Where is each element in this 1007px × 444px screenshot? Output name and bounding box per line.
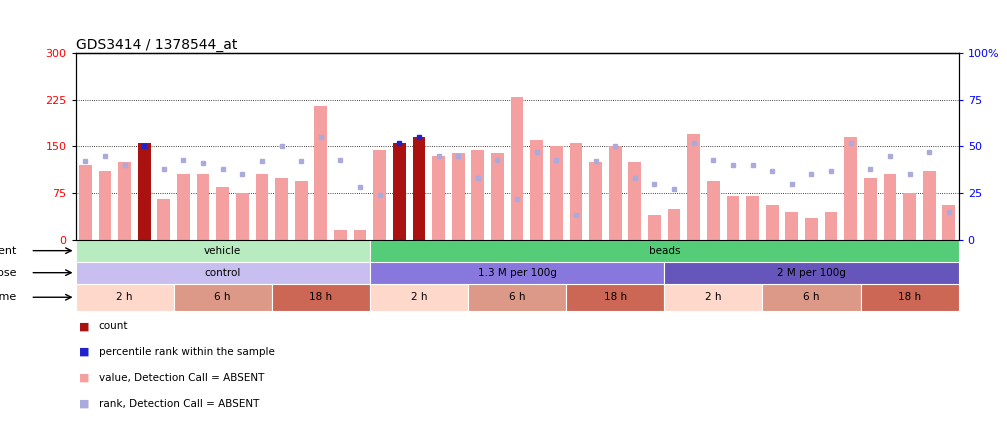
Bar	[805, 218, 818, 240]
Text: rank, Detection Call = ABSENT: rank, Detection Call = ABSENT	[99, 399, 259, 408]
Bar	[157, 199, 170, 240]
Bar	[746, 196, 759, 240]
Bar	[374, 150, 386, 240]
Bar	[707, 181, 720, 240]
Text: 6 h: 6 h	[509, 292, 526, 302]
Bar	[79, 165, 92, 240]
Text: value, Detection Call = ABSENT: value, Detection Call = ABSENT	[99, 373, 264, 383]
Text: 2 h: 2 h	[117, 292, 133, 302]
Bar	[491, 153, 504, 240]
Text: 18 h: 18 h	[603, 292, 626, 302]
Bar	[76, 240, 370, 262]
Bar	[334, 230, 346, 240]
Bar	[432, 156, 445, 240]
Bar	[295, 181, 307, 240]
Text: 18 h: 18 h	[898, 292, 921, 302]
Bar	[468, 284, 566, 311]
Bar	[272, 284, 370, 311]
Bar	[314, 106, 327, 240]
Bar	[531, 140, 543, 240]
Bar	[217, 187, 230, 240]
Bar	[570, 143, 582, 240]
Text: percentile rank within the sample: percentile rank within the sample	[99, 347, 275, 357]
Bar	[76, 262, 370, 284]
Bar	[173, 284, 272, 311]
Text: beads: beads	[649, 246, 680, 256]
Bar	[566, 284, 665, 311]
Text: vehicle: vehicle	[204, 246, 242, 256]
Text: time: time	[0, 292, 17, 302]
Bar	[511, 97, 524, 240]
Bar	[177, 174, 190, 240]
Bar	[99, 171, 112, 240]
Bar	[452, 153, 464, 240]
Bar	[353, 230, 367, 240]
Bar	[196, 174, 209, 240]
Text: 2 h: 2 h	[705, 292, 722, 302]
Bar	[785, 212, 799, 240]
Bar	[922, 171, 936, 240]
Bar	[138, 143, 151, 240]
Bar	[471, 150, 484, 240]
Text: ■: ■	[79, 399, 89, 408]
Text: control: control	[204, 268, 241, 278]
Bar	[370, 240, 959, 262]
Bar	[903, 193, 916, 240]
Text: 1.3 M per 100g: 1.3 M per 100g	[477, 268, 557, 278]
Bar	[943, 206, 956, 240]
Text: ■: ■	[79, 321, 89, 331]
Text: 6 h: 6 h	[804, 292, 820, 302]
Bar	[668, 209, 681, 240]
Bar	[236, 193, 249, 240]
Bar	[589, 162, 602, 240]
Bar	[665, 284, 762, 311]
Bar	[413, 137, 425, 240]
Bar	[844, 137, 857, 240]
Bar	[649, 215, 661, 240]
Bar	[688, 134, 700, 240]
Text: ■: ■	[79, 347, 89, 357]
Text: agent: agent	[0, 246, 17, 256]
Bar	[256, 174, 268, 240]
Bar	[609, 147, 621, 240]
Bar	[628, 162, 641, 240]
Text: GDS3414 / 1378544_at: GDS3414 / 1378544_at	[76, 38, 237, 52]
Bar	[766, 206, 778, 240]
Bar	[883, 174, 896, 240]
Bar	[393, 143, 406, 240]
Bar	[762, 284, 861, 311]
Bar	[550, 147, 563, 240]
Bar	[727, 196, 739, 240]
Bar	[864, 178, 877, 240]
Text: 6 h: 6 h	[214, 292, 231, 302]
Bar	[825, 212, 838, 240]
Text: 2 h: 2 h	[411, 292, 427, 302]
Text: 18 h: 18 h	[309, 292, 332, 302]
Text: ■: ■	[79, 373, 89, 383]
Bar	[370, 284, 468, 311]
Text: 2 M per 100g: 2 M per 100g	[777, 268, 846, 278]
Bar	[118, 162, 131, 240]
Bar	[275, 178, 288, 240]
Bar	[370, 262, 665, 284]
Text: dose: dose	[0, 268, 17, 278]
Bar	[861, 284, 959, 311]
Text: count: count	[99, 321, 128, 331]
Bar	[76, 284, 173, 311]
Bar	[665, 262, 959, 284]
